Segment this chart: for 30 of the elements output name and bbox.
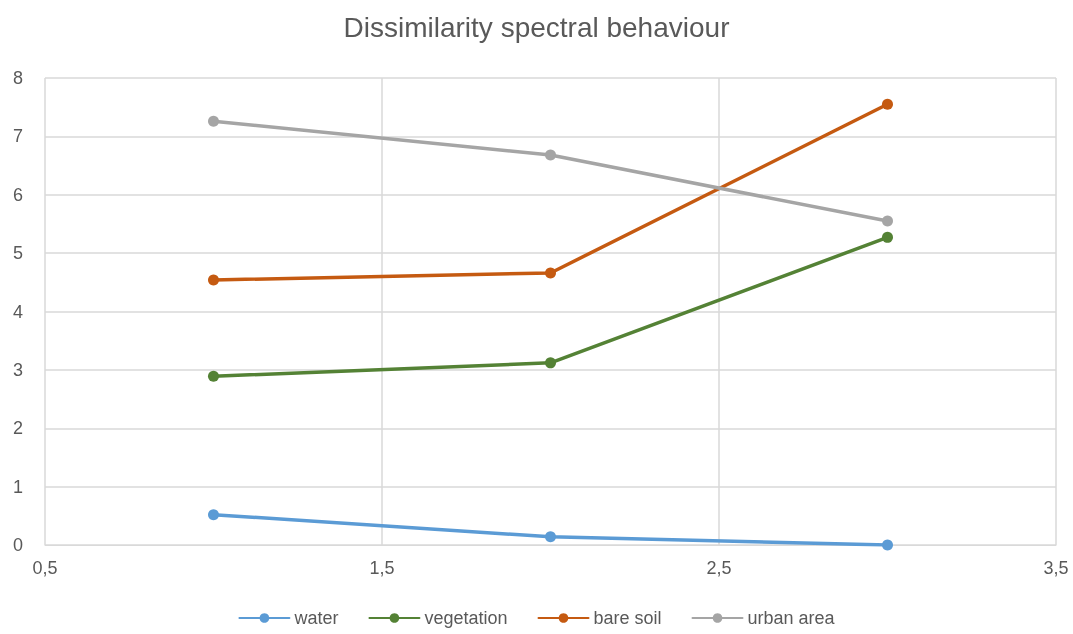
point bbox=[882, 231, 893, 243]
x-tick-label: 0,5 bbox=[32, 558, 58, 578]
y-tick-label: 6 bbox=[12, 184, 23, 205]
point bbox=[882, 98, 893, 110]
legend-label: water bbox=[293, 608, 339, 628]
x-tick-label: 1,5 bbox=[369, 558, 395, 578]
point bbox=[208, 115, 219, 127]
point bbox=[882, 215, 893, 227]
y-tick-label: 7 bbox=[12, 126, 23, 147]
point bbox=[882, 539, 893, 551]
x-tick-label: 3,5 bbox=[1043, 558, 1069, 578]
legend-label: vegetation bbox=[424, 608, 508, 628]
point bbox=[208, 370, 219, 382]
y-tick-label: 8 bbox=[12, 68, 23, 88]
point bbox=[545, 267, 556, 279]
y-tick-label: 5 bbox=[12, 243, 23, 264]
legend-label: urban area bbox=[747, 608, 836, 628]
point bbox=[208, 274, 219, 286]
point bbox=[545, 357, 556, 369]
y-tick-label: 4 bbox=[12, 301, 23, 322]
y-tick-label: 0 bbox=[12, 535, 23, 555]
y-tick-label: 2 bbox=[12, 418, 23, 439]
y-tick-label: 1 bbox=[12, 476, 23, 497]
y-tick-label: 3 bbox=[12, 359, 23, 380]
legend-label: bare soil bbox=[593, 608, 662, 628]
point bbox=[545, 149, 556, 161]
point bbox=[545, 531, 556, 543]
chart-title: Dissimilarity spectral behaviour bbox=[343, 11, 730, 43]
point bbox=[208, 509, 219, 521]
x-tick-label: 2,5 bbox=[706, 558, 732, 578]
